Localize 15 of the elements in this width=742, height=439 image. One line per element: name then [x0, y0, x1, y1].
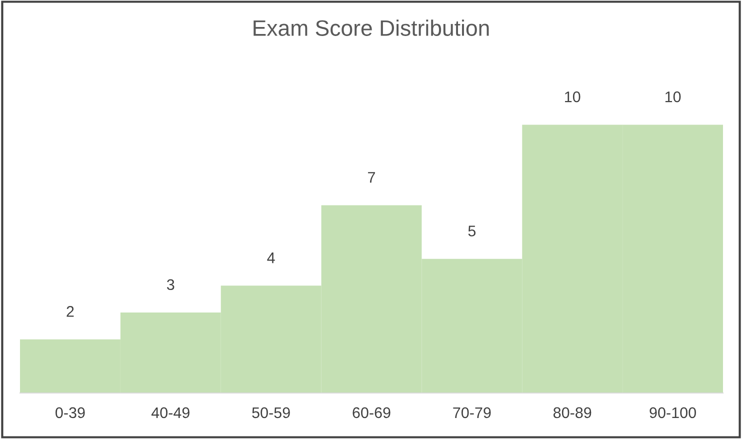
x-tick-label: 40-49: [151, 407, 190, 418]
chart-title: Exam Score Distribution: [254, 20, 489, 36]
data-label: 3: [166, 279, 174, 290]
data-label: 10: [565, 91, 580, 102]
data-label: 10: [665, 91, 681, 102]
x-tick-label: 80-89: [553, 407, 592, 418]
x-tick-label: 0-39: [56, 407, 85, 418]
data-label: 5: [468, 226, 476, 236]
data-label: 7: [368, 172, 375, 183]
x-tick-label: 90-100: [650, 407, 696, 418]
x-tick-label: 70-79: [453, 407, 491, 418]
x-tick-label: 60-69: [352, 407, 390, 418]
data-label: 4: [267, 252, 275, 264]
x-tick-label: 50-59: [252, 407, 290, 418]
data-label: 2: [66, 306, 74, 317]
